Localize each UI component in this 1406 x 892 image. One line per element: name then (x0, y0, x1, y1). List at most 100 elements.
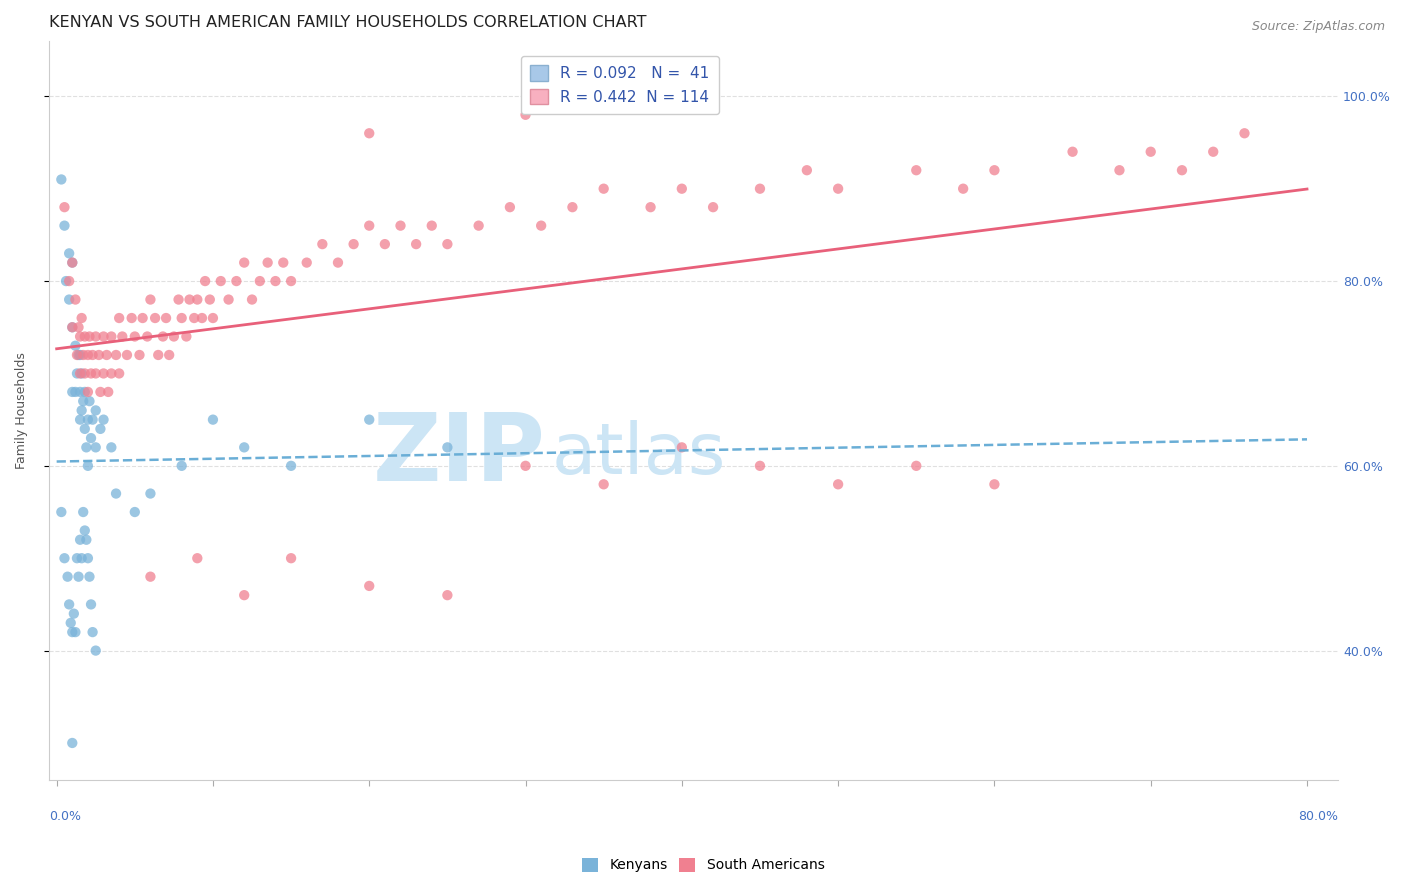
Point (77, 348, 100, 362)
Point (69, 367, 91, 381)
Point (84, 441, 107, 455)
Text: ZIP: ZIP (373, 409, 546, 500)
Point (60, 255, 83, 269)
Point (72, 394, 94, 409)
Point (65, 384, 87, 399)
Point (280, 274, 302, 288)
Point (139, 486, 162, 500)
Point (70, 551, 93, 566)
Y-axis label: Family Households: Family Households (15, 352, 28, 469)
Point (93, 329, 115, 343)
Point (225, 274, 247, 288)
Point (499, 200, 522, 214)
Point (359, 126, 381, 140)
Point (82, 348, 104, 362)
Point (436, 237, 458, 252)
Point (592, 182, 614, 196)
Point (1139, 145, 1161, 159)
Point (671, 182, 693, 196)
Point (389, 219, 412, 233)
Point (56, 570, 79, 584)
Point (60, 625, 83, 640)
Point (167, 293, 190, 307)
Point (73, 367, 96, 381)
Point (280, 458, 302, 473)
Point (67, 570, 90, 584)
Point (983, 163, 1005, 178)
Point (105, 486, 128, 500)
Point (233, 441, 256, 455)
Text: KENYAN VS SOUTH AMERICAN FAMILY HOUSEHOLDS CORRELATION CHART: KENYAN VS SOUTH AMERICAN FAMILY HOUSEHOL… (49, 15, 647, 30)
Point (186, 551, 208, 566)
Point (60, 320, 83, 334)
Point (155, 311, 177, 326)
Point (405, 237, 427, 252)
Point (179, 293, 201, 307)
Point (84, 367, 107, 381)
Point (271, 255, 294, 269)
Point (69, 412, 91, 426)
Point (1062, 145, 1084, 159)
Point (66, 348, 89, 362)
Point (702, 200, 724, 214)
Point (952, 182, 974, 196)
Point (58, 293, 80, 307)
Point (75, 533, 97, 547)
Point (131, 311, 153, 326)
Point (311, 237, 333, 252)
Point (63, 607, 86, 621)
Point (67, 320, 90, 334)
Text: 0.0%: 0.0% (49, 811, 80, 823)
Point (105, 348, 128, 362)
Point (515, 108, 537, 122)
Point (359, 219, 381, 233)
Point (89, 422, 111, 436)
Point (87, 348, 110, 362)
Point (1108, 163, 1130, 178)
Point (640, 200, 662, 214)
Point (827, 182, 849, 196)
Point (82, 625, 104, 640)
Point (139, 293, 162, 307)
Point (108, 367, 131, 381)
Point (201, 412, 224, 426)
Point (124, 329, 146, 343)
Point (827, 477, 849, 491)
Point (374, 237, 396, 252)
Point (157, 348, 180, 362)
Point (82, 412, 104, 426)
Point (70, 367, 93, 381)
Point (359, 579, 381, 593)
Point (69, 533, 91, 547)
Point (73, 384, 96, 399)
Point (326, 255, 349, 269)
Point (1202, 145, 1225, 159)
Point (72, 505, 94, 519)
Point (73, 524, 96, 538)
Point (111, 329, 134, 343)
Legend: Kenyans, South Americans: Kenyans, South Americans (576, 852, 830, 878)
Point (186, 293, 208, 307)
Point (72, 348, 94, 362)
Point (51, 505, 73, 519)
Point (77, 458, 100, 473)
Point (58, 274, 80, 288)
Point (60, 320, 83, 334)
Point (79, 329, 101, 343)
Point (67, 348, 90, 362)
Point (69, 329, 91, 343)
Point (256, 255, 278, 269)
Point (592, 477, 614, 491)
Point (170, 311, 193, 326)
Point (905, 163, 928, 178)
Point (60, 255, 83, 269)
Point (280, 551, 302, 566)
Point (58, 246, 80, 260)
Point (209, 274, 232, 288)
Point (420, 219, 443, 233)
Point (66, 367, 89, 381)
Point (60, 384, 83, 399)
Point (163, 329, 186, 343)
Point (84, 403, 107, 417)
Point (176, 329, 198, 343)
